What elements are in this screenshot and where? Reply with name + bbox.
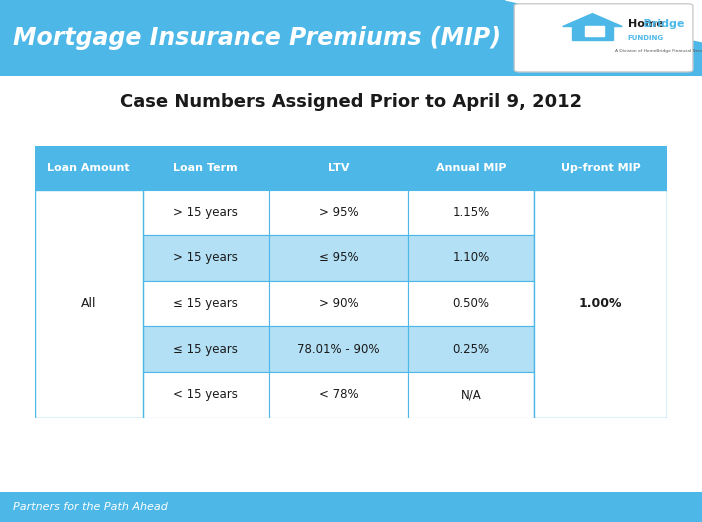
Bar [534,235,667,281]
Text: All: All [81,297,97,310]
Text: Partners for the Path Ahead: Partners for the Path Ahead [13,502,168,512]
Text: < 15 years: < 15 years [173,388,238,401]
Text: N/A: N/A [461,388,482,401]
Text: Case Numbers Assigned Prior to April 9, 2012: Case Numbers Assigned Prior to April 9, … [120,93,582,111]
Bar [534,372,667,418]
Text: Mortgage Insurance Premiums (MIP): Mortgage Insurance Premiums (MIP) [13,26,501,50]
Bar [534,189,667,418]
Bar [408,326,534,372]
Text: FUNDING: FUNDING [628,35,664,41]
Bar [408,372,534,418]
Bar [35,372,143,418]
FancyBboxPatch shape [515,4,693,72]
Text: Annual MIP: Annual MIP [436,163,506,173]
Bar [143,235,269,281]
Bar [269,281,408,326]
Text: 1.00%: 1.00% [579,297,622,310]
Text: > 15 years: > 15 years [173,206,238,219]
Bar [35,326,143,372]
Bar [143,281,269,326]
Text: 0.25%: 0.25% [453,343,489,355]
Text: Up-front MIP: Up-front MIP [561,163,640,173]
Bar [408,281,534,326]
Text: ≤ 15 years: ≤ 15 years [173,297,238,310]
Text: 78.01% - 90%: 78.01% - 90% [297,343,380,355]
Text: ≤ 95%: ≤ 95% [319,252,358,265]
Bar [269,146,408,189]
Bar [143,146,269,189]
Bar [269,235,408,281]
Polygon shape [505,0,702,42]
Text: LTV: LTV [328,163,349,173]
Text: Loan Amount: Loan Amount [48,163,130,173]
Bar [269,326,408,372]
Bar [35,281,143,326]
Bar [534,326,667,372]
Text: < 78%: < 78% [319,388,358,401]
Bar [408,146,534,189]
Text: > 95%: > 95% [319,206,358,219]
Bar [585,27,604,37]
Bar [35,235,143,281]
Text: Bridge: Bridge [628,19,684,29]
Bar [269,189,408,235]
Bar [35,146,143,189]
Bar [143,189,269,235]
Text: > 15 years: > 15 years [173,252,238,265]
Text: Loan Term: Loan Term [173,163,238,173]
Bar [143,326,269,372]
Text: 0.50%: 0.50% [453,297,489,310]
Text: A Division of HomeBridge Financial Services, Inc.: A Division of HomeBridge Financial Servi… [615,50,702,53]
Text: 1.15%: 1.15% [452,206,490,219]
Bar [35,189,143,418]
Bar [572,27,613,40]
Text: 1.10%: 1.10% [452,252,490,265]
Bar [408,189,534,235]
Bar [35,189,143,235]
Text: ≤ 15 years: ≤ 15 years [173,343,238,355]
Bar [534,146,667,189]
Text: > 90%: > 90% [319,297,358,310]
Bar [408,235,534,281]
Bar [534,281,667,326]
Text: Home: Home [628,19,663,29]
Polygon shape [563,14,622,27]
Bar [143,372,269,418]
Bar [534,189,667,235]
Bar [269,372,408,418]
